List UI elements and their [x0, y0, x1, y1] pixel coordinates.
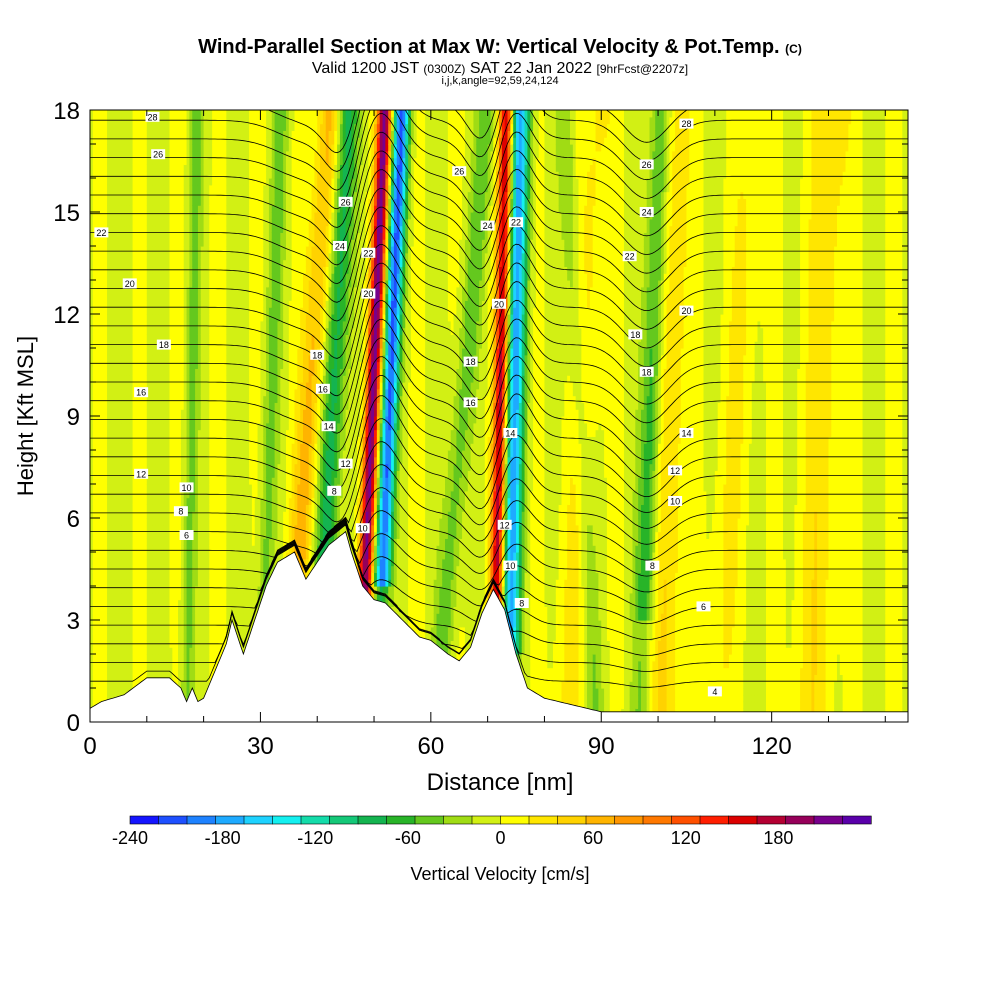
field-cell — [124, 103, 127, 110]
field-cell — [221, 103, 224, 110]
field-cell — [138, 103, 141, 110]
field-cell — [130, 103, 133, 110]
field-cell — [118, 103, 121, 110]
field-cell — [101, 103, 104, 110]
field-cell — [201, 103, 204, 110]
field-cell — [135, 103, 138, 110]
field-cell — [184, 103, 187, 110]
field-cell — [178, 103, 181, 110]
field-cell — [192, 103, 195, 110]
field-cell — [90, 103, 93, 110]
field-cell — [147, 103, 150, 110]
field-cell — [172, 103, 175, 110]
field-cell — [116, 103, 119, 110]
field-cell — [215, 103, 218, 110]
field-cell — [181, 103, 184, 110]
field-cell — [107, 103, 110, 110]
field-cell — [161, 103, 164, 110]
field-cell — [235, 103, 238, 110]
field-cell — [99, 103, 102, 110]
field-cell — [127, 103, 130, 110]
field-cell — [121, 103, 124, 110]
field-cell — [198, 103, 201, 110]
field-cell — [195, 103, 198, 110]
field-cell — [232, 103, 235, 110]
field-cell — [175, 103, 178, 110]
field-cell — [144, 103, 147, 110]
field-cell — [204, 103, 207, 110]
field-cell — [209, 103, 212, 110]
field-cell — [164, 103, 167, 110]
field-cell — [152, 103, 155, 110]
field-cell — [206, 103, 209, 110]
field-cell — [189, 103, 192, 110]
field-cell — [170, 103, 173, 110]
cross-section-chart: 2826222018161210862624222018161412810262… — [0, 0, 1000, 1000]
field-cell — [150, 103, 153, 110]
field-cell — [167, 103, 170, 110]
field-cell — [155, 103, 158, 110]
field-cell — [104, 103, 107, 110]
field-cell — [93, 103, 96, 110]
field-cell — [223, 103, 226, 110]
field-cell — [218, 103, 221, 110]
field-cell — [141, 103, 144, 110]
field-cell — [113, 103, 116, 110]
field-cell — [187, 103, 190, 110]
field-cell — [96, 103, 99, 110]
field-cell — [212, 103, 215, 110]
field-cell — [241, 103, 244, 110]
field-cell — [158, 103, 161, 110]
field-cell — [226, 103, 229, 110]
field-cell — [229, 103, 232, 110]
field-cell — [238, 103, 241, 110]
field-cell — [110, 103, 113, 110]
field-cell — [133, 103, 136, 110]
